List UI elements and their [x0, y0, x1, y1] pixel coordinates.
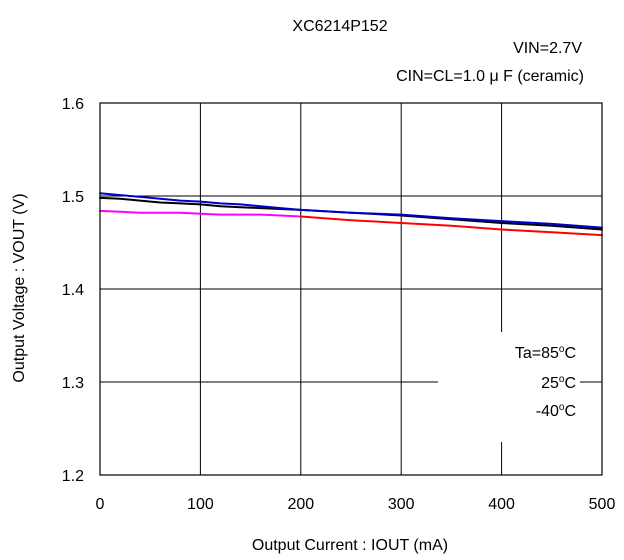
series-line-1	[299, 215, 603, 237]
y-tick-label: 1.5	[62, 189, 84, 206]
y-tick-label: 1.3	[62, 375, 84, 392]
condition-vin: VIN=2.7V	[513, 40, 582, 57]
y-tick-label: 1.2	[62, 468, 84, 485]
x-axis-label: Output Current : IOUT (mA)	[252, 537, 448, 554]
x-tick-label: 400	[488, 496, 515, 513]
legend-background	[438, 332, 580, 442]
series-line-0	[99, 209, 302, 218]
legend-label-25: 25oC	[541, 374, 576, 392]
series-line-3	[99, 192, 603, 229]
grid	[100, 103, 602, 475]
condition-capacitance: CIN=CL=1.0 μ F (ceramic)	[396, 68, 584, 85]
plot-frame	[99, 102, 603, 476]
y-tick-label: 1.4	[62, 282, 84, 299]
series-layer	[99, 192, 603, 237]
legend: Ta=85oC 25oC -40oC	[438, 332, 580, 442]
x-tick-label: 100	[187, 496, 214, 513]
tick-labels: 0 100 200 300 400 500 1.2 1.3 1.4 1.5 1.6	[62, 96, 616, 513]
legend-label-85: Ta=85oC	[515, 344, 576, 362]
chart-title: XC6214P152	[292, 18, 387, 35]
x-tick-label: 500	[589, 496, 616, 513]
series-line-2	[99, 196, 603, 231]
legend-label-minus40: -40oC	[536, 402, 576, 420]
x-tick-label: 0	[96, 496, 105, 513]
y-axis-label: Output Voltage : VOUT (V)	[11, 193, 28, 382]
x-tick-label: 300	[388, 496, 415, 513]
y-tick-label: 1.6	[62, 96, 84, 113]
x-tick-label: 200	[287, 496, 314, 513]
